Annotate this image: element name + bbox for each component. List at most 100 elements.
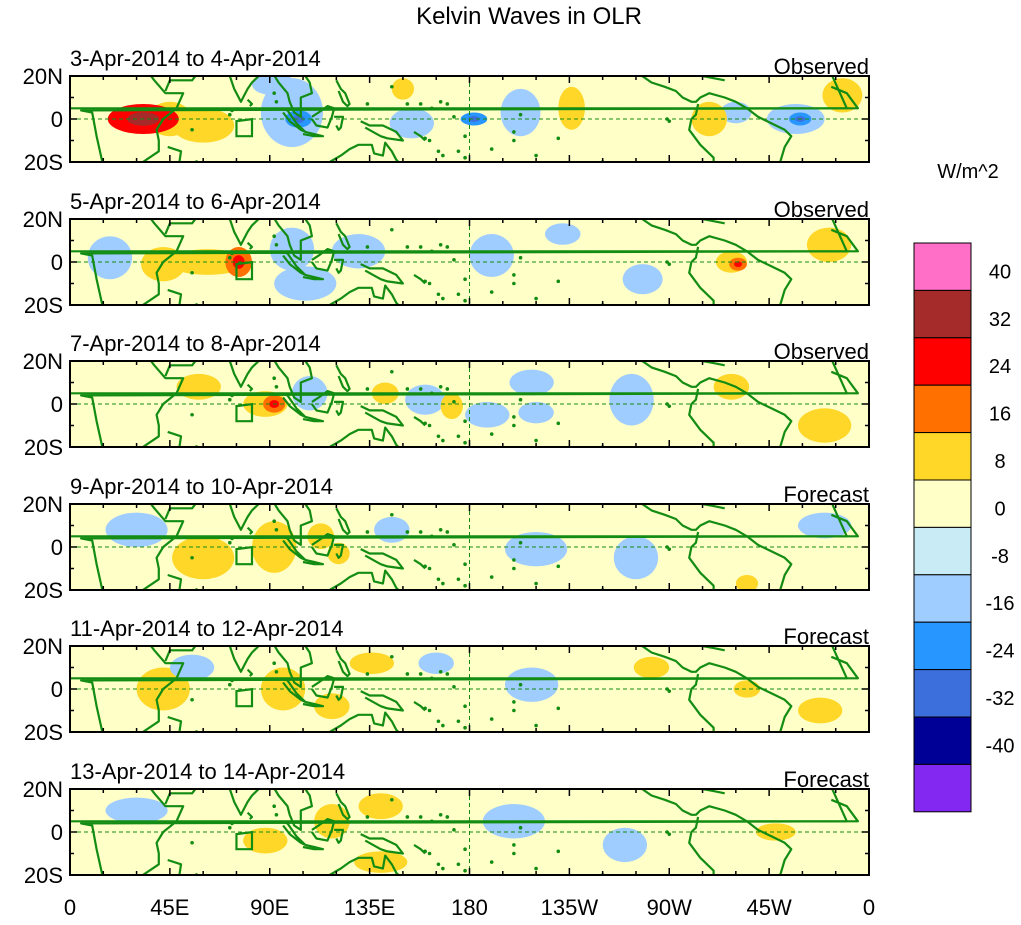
coastline bbox=[164, 361, 197, 377]
anomaly-cell bbox=[389, 108, 434, 139]
island bbox=[534, 153, 538, 158]
panel-2: 20N 0 20S 5-Apr-2014 to 6-Apr-2014 Observed bbox=[23, 189, 870, 318]
island bbox=[230, 251, 234, 256]
lon-tick-label: 135W bbox=[541, 895, 599, 920]
coastline bbox=[335, 222, 351, 251]
island bbox=[427, 281, 432, 286]
island bbox=[463, 298, 467, 303]
coastline bbox=[302, 130, 325, 138]
coastline bbox=[334, 115, 345, 131]
island bbox=[441, 296, 445, 301]
island bbox=[427, 138, 432, 143]
coastline bbox=[310, 817, 336, 842]
island bbox=[272, 804, 276, 808]
lon-axis: 0 45E 90E 135E 180 135W 90W 45W 0 bbox=[64, 895, 875, 920]
island bbox=[456, 719, 461, 724]
island bbox=[230, 678, 234, 683]
coastline bbox=[246, 526, 254, 535]
island bbox=[518, 825, 523, 830]
island bbox=[452, 543, 456, 547]
coastline bbox=[226, 504, 261, 531]
colorbar: 40 32 24 16 8 0 -8 -16 -24 -32 -40 bbox=[913, 242, 1015, 813]
island bbox=[438, 528, 443, 532]
lon-tick-label: 180 bbox=[451, 895, 488, 920]
lat-tick-label: 20S bbox=[24, 578, 63, 603]
island bbox=[423, 279, 427, 284]
island bbox=[556, 421, 561, 426]
panel-1: 20N 0 20S 3-Apr-2014 to 4-Apr-2014 Observed bbox=[23, 46, 870, 175]
island bbox=[274, 670, 279, 674]
panel-field bbox=[70, 76, 863, 162]
island bbox=[190, 697, 194, 702]
island bbox=[405, 102, 410, 106]
island bbox=[436, 577, 441, 582]
island bbox=[556, 849, 561, 854]
anomaly-cell bbox=[755, 823, 796, 841]
island bbox=[429, 534, 434, 539]
anomaly-cell bbox=[418, 652, 454, 674]
colorbar-level-label: 32 bbox=[989, 309, 1011, 331]
island bbox=[423, 849, 427, 854]
anomaly-cell bbox=[544, 223, 581, 245]
anomaly-cell bbox=[500, 88, 541, 137]
island bbox=[190, 555, 194, 560]
island bbox=[272, 91, 276, 95]
island bbox=[518, 540, 523, 545]
island bbox=[441, 866, 445, 871]
island bbox=[667, 547, 672, 551]
island bbox=[441, 438, 445, 443]
coastline bbox=[79, 789, 848, 875]
colorbar-level-label: -8 bbox=[991, 546, 1009, 568]
lat-tick-label: 20N bbox=[23, 349, 63, 374]
anomaly-cell bbox=[713, 373, 750, 400]
island bbox=[390, 654, 394, 659]
anomaly-cell bbox=[327, 542, 350, 565]
island bbox=[423, 136, 427, 141]
colorbar-swatch bbox=[913, 337, 972, 386]
island bbox=[512, 851, 516, 856]
island bbox=[390, 797, 394, 802]
panel-status: Forecast bbox=[783, 767, 869, 792]
coastline bbox=[302, 700, 325, 708]
lat-tick-label: 20N bbox=[23, 207, 63, 232]
island bbox=[427, 851, 432, 856]
colorbar-level-label: 0 bbox=[994, 498, 1005, 520]
island bbox=[556, 706, 561, 711]
island bbox=[452, 115, 456, 119]
anomaly-cell bbox=[505, 667, 559, 702]
coastline bbox=[273, 76, 313, 118]
anomaly-cell bbox=[314, 693, 350, 720]
island bbox=[463, 134, 467, 138]
island bbox=[512, 273, 516, 277]
island bbox=[463, 725, 467, 730]
island bbox=[390, 227, 394, 232]
coastline bbox=[360, 120, 404, 142]
coastline bbox=[167, 288, 183, 305]
reference-box bbox=[235, 545, 254, 566]
island bbox=[489, 290, 494, 294]
panel-status: Observed bbox=[774, 339, 869, 364]
island bbox=[190, 840, 194, 845]
lon-tick-label: 90W bbox=[647, 895, 692, 920]
anomaly-cell bbox=[169, 654, 215, 681]
panel-field bbox=[70, 504, 860, 590]
colorbar-level-label: -16 bbox=[986, 593, 1015, 615]
coastline bbox=[167, 145, 183, 162]
coastline bbox=[226, 219, 261, 246]
coastline bbox=[79, 646, 848, 732]
island bbox=[534, 866, 538, 871]
island bbox=[390, 512, 394, 517]
panel-6: 20N 0 20S 13-Apr-2014 to 14-Apr-2014 Forecas… bbox=[23, 759, 870, 888]
island bbox=[418, 387, 423, 391]
anomaly-cell bbox=[172, 536, 235, 580]
panel-status: Observed bbox=[774, 197, 869, 222]
coastline bbox=[700, 789, 725, 795]
reference-box bbox=[235, 830, 254, 851]
coastline bbox=[167, 573, 183, 590]
coastline bbox=[246, 98, 254, 107]
coastline bbox=[335, 364, 351, 393]
coastline bbox=[273, 646, 313, 689]
island bbox=[190, 127, 194, 132]
coastline bbox=[226, 361, 261, 388]
